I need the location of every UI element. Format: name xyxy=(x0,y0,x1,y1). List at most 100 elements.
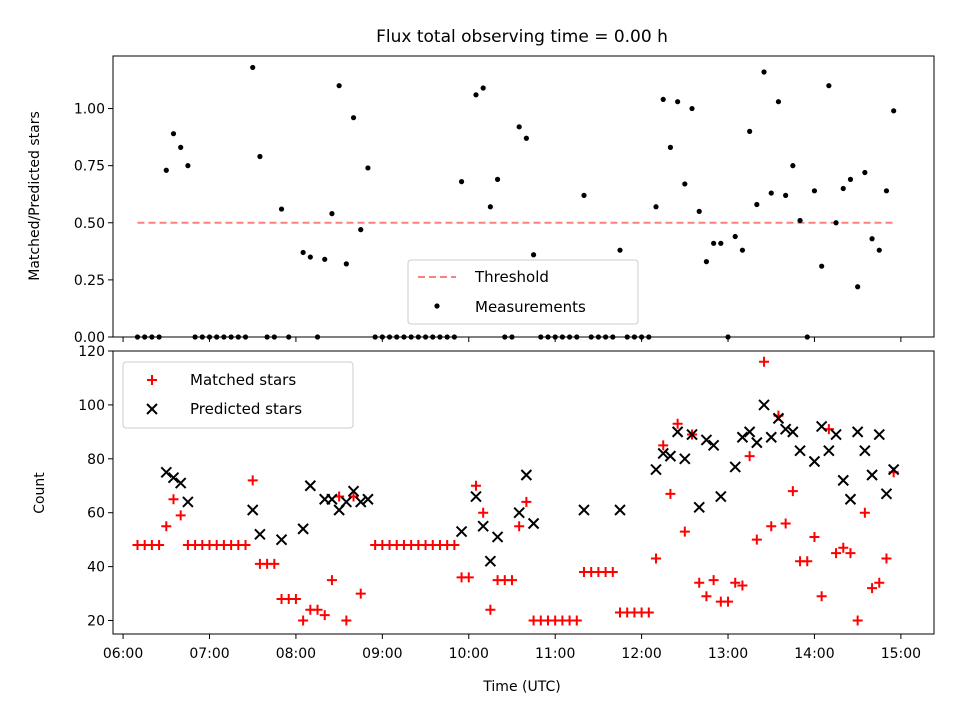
measurement-point xyxy=(214,334,220,340)
measurement-point xyxy=(530,252,537,258)
measurement-point xyxy=(603,334,609,340)
predicted-star-point xyxy=(729,461,741,473)
bottom-plot-frame xyxy=(112,350,935,635)
measurement-point xyxy=(307,254,313,260)
measurement-point xyxy=(415,334,421,340)
measurement-point xyxy=(833,220,839,226)
predicted-star-point xyxy=(873,428,885,441)
predicted-star-point xyxy=(650,463,662,476)
matched-star-point xyxy=(506,575,517,586)
measurement-point xyxy=(221,334,227,340)
measurement-point xyxy=(761,69,767,75)
measurement-point xyxy=(278,206,285,212)
measurement-point xyxy=(430,334,436,340)
matched-star-point xyxy=(672,418,683,429)
measurement-point xyxy=(689,105,695,112)
measurement-point xyxy=(667,144,674,150)
measurement-point xyxy=(675,99,681,105)
predicted-star-point xyxy=(707,439,720,452)
measurement-point xyxy=(206,334,213,340)
matched-star-point xyxy=(168,494,179,505)
predicted-star-point xyxy=(355,496,367,508)
predicted-star-point xyxy=(174,477,187,489)
matched-star-point xyxy=(298,615,309,626)
x-tick-label: 15:00 xyxy=(881,646,921,662)
measurement-point xyxy=(199,334,205,340)
top-y-tick-label: 0.25 xyxy=(74,273,105,289)
matched-star-point xyxy=(571,615,582,626)
measurement-point xyxy=(847,176,854,182)
predicted-star-point xyxy=(527,517,540,530)
matched-star-point xyxy=(470,480,481,491)
predicted-star-point xyxy=(664,450,677,462)
measurement-point xyxy=(552,334,558,340)
measurement-point xyxy=(840,185,846,192)
measurement-point xyxy=(660,96,666,103)
legend-measurements-swatch xyxy=(434,303,440,309)
measurement-point xyxy=(271,334,277,340)
measurement-point xyxy=(646,334,652,340)
matched-star-point xyxy=(319,610,330,621)
predicted-star-point xyxy=(866,469,878,481)
matched-star-point xyxy=(867,583,878,594)
measurement-point xyxy=(855,284,861,290)
matched-star-point xyxy=(175,510,186,521)
measurement-point xyxy=(876,247,882,253)
measurement-point xyxy=(718,240,724,246)
measurement-point xyxy=(545,334,551,340)
measurement-point xyxy=(156,334,162,340)
matched-star-point xyxy=(751,534,762,545)
matched-star-point xyxy=(766,521,777,532)
bottom-y-axis-label: Count xyxy=(32,472,48,514)
measurement-point xyxy=(163,167,169,173)
measurement-point xyxy=(322,256,328,262)
predicted-star-point xyxy=(823,445,835,457)
matched-star-point xyxy=(161,521,172,532)
predicted-star-point xyxy=(182,496,194,508)
legend-measurements-label: Measurements xyxy=(475,298,586,316)
measurement-point xyxy=(336,83,342,89)
measurement-point xyxy=(257,153,263,160)
predicted-star-point xyxy=(520,469,533,481)
x-tick-label: 07:00 xyxy=(189,646,229,662)
predicted-star-point xyxy=(751,436,763,449)
measurement-point xyxy=(264,334,270,340)
measurement-point xyxy=(458,179,465,185)
predicted-star-point xyxy=(779,423,792,435)
predicted-star-point xyxy=(743,426,756,438)
measurement-point xyxy=(790,163,796,169)
measurement-point xyxy=(444,334,450,340)
bottom-legend-box xyxy=(122,361,354,429)
measurement-point xyxy=(804,334,810,340)
matched-star-point xyxy=(787,486,798,497)
x-tick-label: 10:00 xyxy=(449,646,489,662)
matched-star-point xyxy=(694,577,705,588)
matched-star-point xyxy=(809,531,820,542)
predicted-star-point xyxy=(671,426,684,438)
predicted-star-point xyxy=(347,485,360,497)
measurement-point xyxy=(401,334,407,340)
predicted-star-point xyxy=(484,555,497,567)
matched-star-point xyxy=(521,496,532,507)
measurement-point xyxy=(372,334,378,340)
top-legend-box xyxy=(407,259,639,325)
measurement-point xyxy=(286,334,292,340)
matched-star-point xyxy=(859,507,870,518)
bottom-y-tick-label: 40 xyxy=(87,560,105,576)
measurement-point xyxy=(732,233,738,240)
matched-star-point xyxy=(708,575,719,586)
matched-star-point xyxy=(312,604,323,615)
measurement-point xyxy=(494,176,501,182)
matched-star-point xyxy=(852,615,863,626)
predicted-star-point xyxy=(880,488,893,500)
predicted-star-point xyxy=(765,431,777,443)
x-tick-label: 13:00 xyxy=(708,646,748,662)
measurement-point xyxy=(523,135,529,141)
top-y-axis-label: Matched/Predicted stars xyxy=(27,111,43,281)
predicted-star-point xyxy=(247,504,259,516)
matched-star-point xyxy=(463,572,474,583)
measurement-point xyxy=(422,334,429,340)
x-tick-label: 11:00 xyxy=(535,646,575,662)
predicted-star-point xyxy=(830,428,842,441)
